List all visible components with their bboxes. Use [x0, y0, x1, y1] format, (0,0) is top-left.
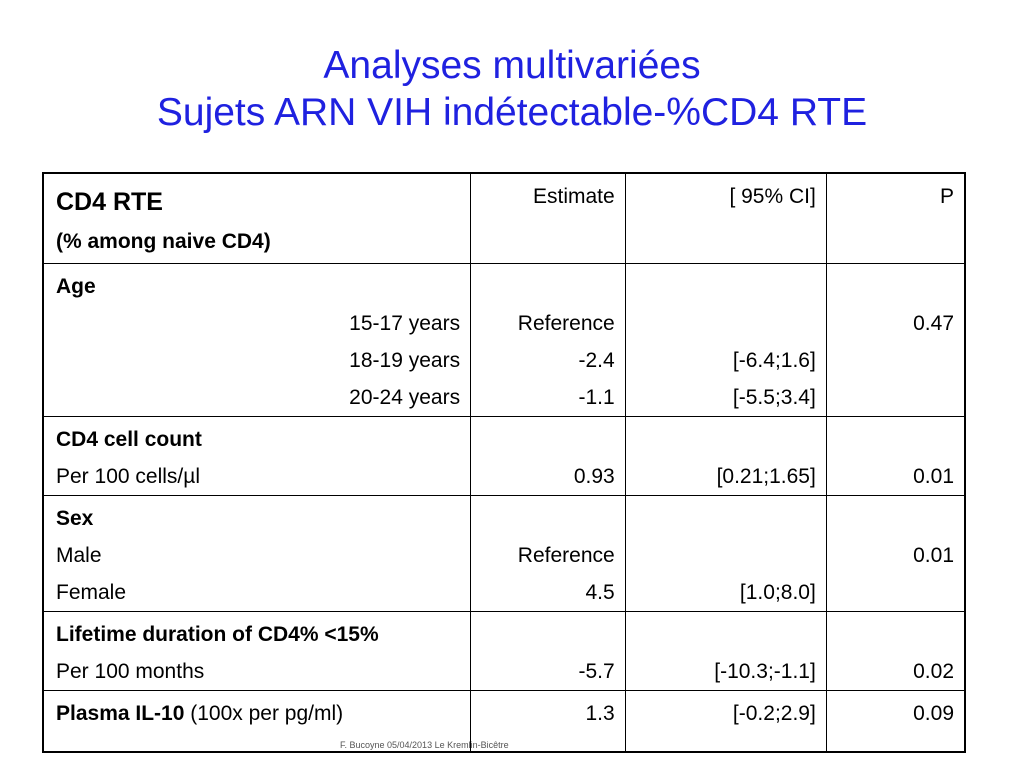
lifetime-estimate-cell: -5.7: [470, 610, 626, 691]
il10-unit: (100x per pg/ml): [184, 701, 344, 725]
sex-p: 0.01: [913, 543, 954, 567]
header-ci: [ 95% CI]: [729, 185, 816, 208]
il10-estimate-cell: 1.3: [470, 689, 626, 753]
age-estimate-3: -1.1: [578, 385, 615, 409]
lifetime-p: 0.02: [913, 659, 954, 683]
sex-estimate-1: Reference: [517, 543, 615, 567]
table-row-lifetime: Lifetime duration of CD4% <15% Per 100 m…: [42, 610, 966, 691]
il10-p: 0.09: [913, 701, 954, 725]
age-variable-cell: Age 15-17 years 18-19 years 20-24 years: [42, 262, 472, 417]
lifetime-p-cell: 0.02: [825, 610, 966, 691]
age-label: Age: [56, 274, 96, 298]
table-header-row: CD4 RTE (% among naive CD4) Estimate [ 9…: [42, 172, 966, 264]
cd4-variable-cell: CD4 cell count Per 100 cells/µl: [42, 415, 472, 496]
header-p: P: [939, 185, 954, 208]
age-ci-2: [-6.4;1.6]: [732, 348, 816, 372]
header-ci-cell: [ 95% CI]: [624, 172, 827, 264]
il10-ci: [-0.2;2.9]: [732, 701, 816, 725]
cd4-estimate-cell: 0.93: [470, 415, 626, 496]
il10-p-cell: 0.09: [825, 689, 966, 753]
table-row-il10: Plasma IL-10 (100x per pg/ml) 1.3 [-0.2;…: [42, 689, 966, 753]
age-estimate-1: Reference: [517, 311, 615, 335]
age-level-2: 18-19 years: [349, 348, 461, 372]
cd4-unit: Per 100 cells/µl: [56, 464, 200, 488]
header-p-cell: P: [825, 172, 966, 264]
age-p: 0.47: [913, 311, 954, 335]
age-estimate-2: -2.4: [578, 348, 615, 372]
lifetime-variable-cell: Lifetime duration of CD4% <15% Per 100 m…: [42, 610, 472, 691]
cd4-p: 0.01: [913, 464, 954, 488]
title-line-1: Analyses multivariées: [323, 44, 701, 87]
cd4-estimate: 0.93: [573, 464, 615, 488]
lifetime-ci-cell: [-10.3;-1.1]: [624, 610, 827, 691]
age-level-1: 15-17 years: [349, 311, 461, 335]
sex-label: Sex: [56, 506, 94, 530]
table-row-age: Age 15-17 years 18-19 years 20-24 years …: [42, 262, 966, 417]
sex-level-1: Male: [56, 543, 102, 567]
age-ci-3: [-5.5;3.4]: [732, 385, 816, 409]
header-estimate: Estimate: [532, 185, 615, 208]
slide-footer: F. Bucoyne 05/04/2013 Le Kremlin-Bicêtre: [340, 740, 509, 750]
lifetime-ci: [-10.3;-1.1]: [714, 659, 816, 683]
header-variable-cell: CD4 RTE (% among naive CD4): [42, 172, 472, 264]
table-row-cd4: CD4 cell count Per 100 cells/µl 0.93 [0.…: [42, 415, 966, 496]
cd4-p-cell: 0.01: [825, 415, 966, 496]
title-line-2: Sujets ARN VIH indétectable-%CD4 RTE: [156, 91, 868, 134]
il10-estimate: 1.3: [585, 701, 615, 725]
lifetime-unit: Per 100 months: [56, 659, 205, 683]
results-table: CD4 RTE (% among naive CD4) Estimate [ 9…: [42, 172, 966, 753]
sex-estimate-cell: Reference 4.5: [470, 494, 626, 612]
sex-estimate-2: 4.5: [585, 580, 615, 604]
age-p-cell: 0.47: [825, 262, 966, 417]
lifetime-label: Lifetime duration of CD4% <15%: [56, 622, 379, 646]
cd4-ci-cell: [0.21;1.65]: [624, 415, 827, 496]
cd4-label: CD4 cell count: [56, 427, 202, 451]
il10-ci-cell: [-0.2;2.9]: [624, 689, 827, 753]
sex-variable-cell: Sex Male Female: [42, 494, 472, 612]
lifetime-estimate: -5.7: [578, 659, 615, 683]
sex-ci-2: [1.0;8.0]: [739, 580, 816, 604]
header-estimate-cell: Estimate: [470, 172, 626, 264]
header-label: CD4 RTE: [56, 188, 163, 216]
cd4-ci: [0.21;1.65]: [716, 464, 816, 488]
age-ci-cell: [-6.4;1.6] [-5.5;3.4]: [624, 262, 827, 417]
table-row-sex: Sex Male Female Reference 4.5 [1.0;8.0] …: [42, 494, 966, 612]
age-estimate-cell: Reference -2.4 -1.1: [470, 262, 626, 417]
sex-p-cell: 0.01: [825, 494, 966, 612]
age-ci-1: [638, 305, 816, 342]
sex-ci-cell: [1.0;8.0]: [624, 494, 827, 612]
slide-title: Analyses multivariées Sujets ARN VIH ind…: [0, 42, 1024, 136]
il10-variable-cell: Plasma IL-10 (100x per pg/ml): [42, 689, 472, 753]
sex-level-2: Female: [56, 580, 127, 604]
age-level-3: 20-24 years: [349, 385, 461, 409]
header-sublabel: (% among naive CD4): [56, 230, 271, 253]
sex-ci-1: [638, 537, 816, 574]
il10-label: Plasma IL-10: [56, 701, 185, 725]
